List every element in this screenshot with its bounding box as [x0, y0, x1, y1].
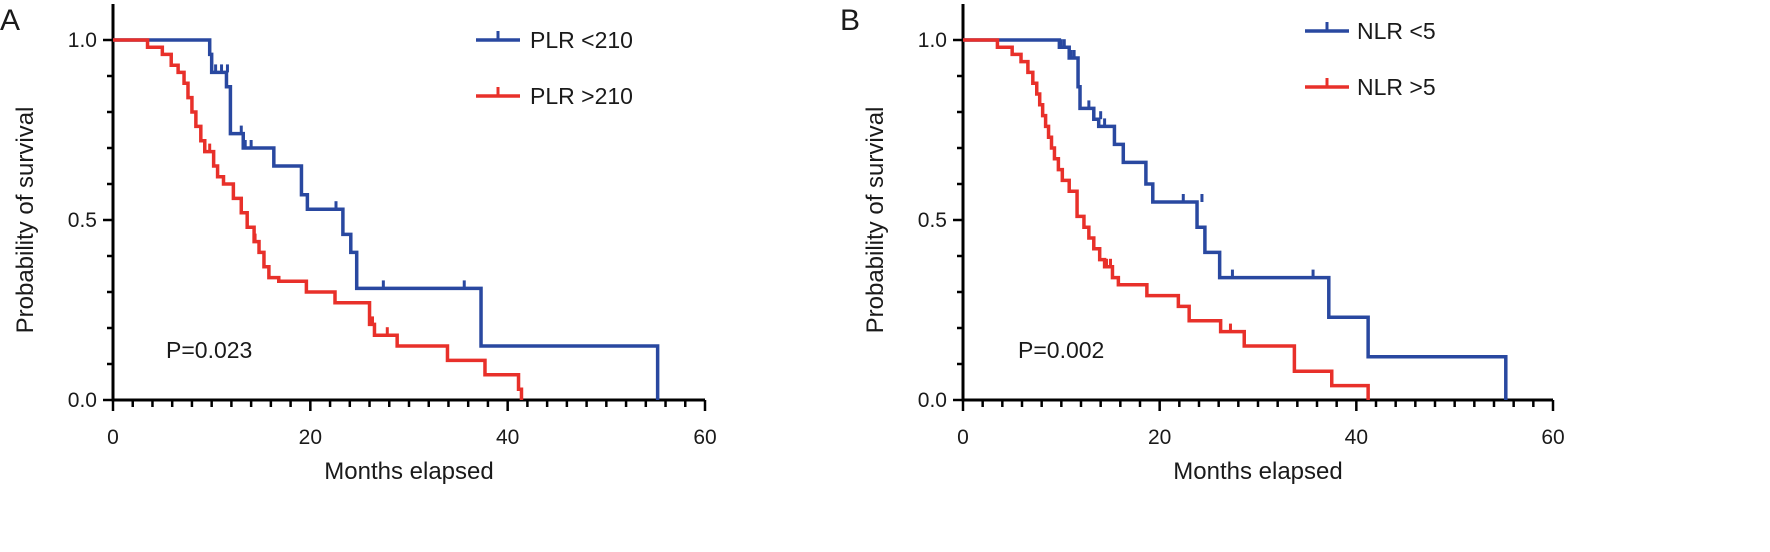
y-tick-label: 0.0	[68, 389, 97, 412]
x-axis-title: Months elapsed	[324, 458, 493, 485]
y-tick-label: 0.5	[68, 209, 97, 232]
series-nlr-5	[963, 38, 1370, 400]
legend-label: PLR <210	[530, 27, 633, 53]
legend-label: PLR >210	[530, 83, 633, 109]
legend-entry: NLR <5	[1305, 18, 1436, 44]
y-axis-title: Probability of survival	[12, 107, 39, 334]
survival-curve	[963, 38, 1370, 400]
p-value-annotation: P=0.023	[166, 337, 252, 363]
x-tick-label: 20	[299, 426, 322, 449]
x-tick-label: 0	[957, 426, 969, 449]
series-nlr-5	[963, 38, 1508, 400]
y-tick-label: 1.0	[918, 29, 947, 52]
series-plr-210	[113, 38, 524, 400]
p-value-annotation: P=0.002	[1018, 337, 1104, 363]
y-tick-label: 0.5	[918, 209, 947, 232]
x-tick-label: 20	[1148, 426, 1171, 449]
survival-curve	[113, 38, 660, 400]
series-plr-210	[113, 38, 660, 400]
panel-letter: B	[840, 4, 860, 37]
x-tick-label: 60	[1541, 426, 1564, 449]
x-tick-label: 0	[107, 426, 119, 449]
y-tick-label: 0.0	[918, 389, 947, 412]
x-tick-label: 40	[1345, 426, 1368, 449]
y-tick-label: 1.0	[68, 29, 97, 52]
x-axis-title: Months elapsed	[1173, 458, 1342, 485]
panel-letter: A	[0, 4, 20, 37]
legend-entry: PLR >210	[476, 83, 633, 109]
legend-label: NLR >5	[1357, 74, 1436, 100]
survival-curve	[113, 38, 524, 400]
x-tick-label: 40	[496, 426, 519, 449]
legend-entry: NLR >5	[1305, 74, 1436, 100]
y-axis-title: Probability of survival	[862, 107, 889, 334]
legend-label: NLR <5	[1357, 18, 1436, 44]
panel-a: A 0.0 0.5 1.0 0 20 40 60 Months elapsed Probabili…	[0, 4, 717, 485]
x-tick-label: 60	[693, 426, 716, 449]
legend-entry: PLR <210	[476, 27, 633, 53]
panel-b: B 0.0 0.5 1.0 0 20 40 60 Months elapsed Probabili…	[840, 4, 1565, 485]
